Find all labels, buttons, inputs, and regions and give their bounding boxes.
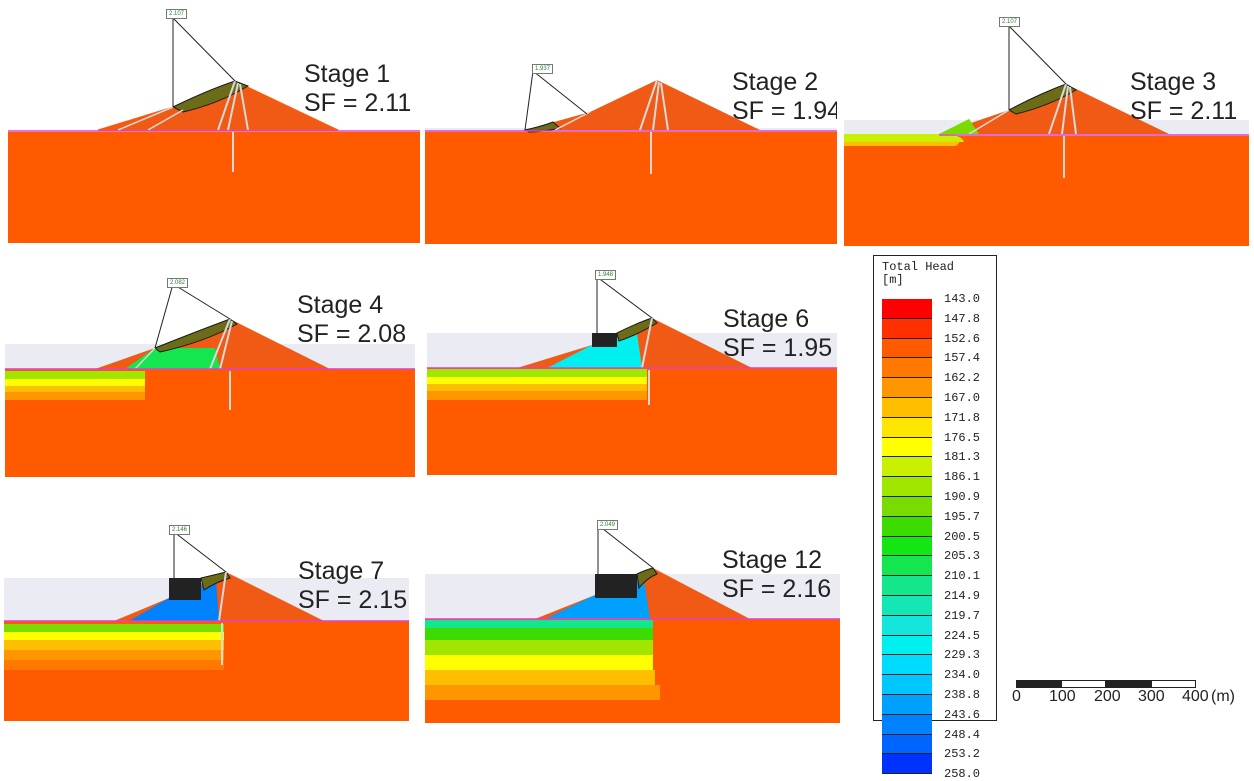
legend-value: 243.6 (944, 707, 981, 722)
legend-swatch (882, 477, 932, 497)
legend-value: 152.6 (944, 331, 981, 346)
legend-value: 229.3 (944, 648, 981, 663)
legend-value: 234.0 (944, 668, 981, 683)
legend-value: 176.5 (944, 430, 981, 445)
legend-value: 205.3 (944, 549, 981, 564)
legend-swatch (882, 675, 932, 695)
legend-swatch (882, 734, 932, 755)
legend-title: Total Head (882, 260, 955, 274)
legend-value: 214.9 (944, 589, 981, 603)
scale-segment (1016, 680, 1061, 688)
legend-swatch (882, 635, 932, 656)
legend-swatch (882, 457, 932, 478)
fs-box: 2.049 (597, 520, 619, 530)
fs-box: 1.937 (532, 64, 554, 74)
legend-value: 219.7 (944, 608, 981, 623)
fs-box: 2.107 (166, 9, 188, 19)
stage-1-section (8, 17, 420, 243)
legend-swatch (882, 655, 932, 676)
scale-bar: 0 100 200 300 400 (m) (1012, 680, 1236, 720)
scale-tick: 300 (1138, 688, 1165, 705)
legend-swatch (882, 615, 932, 636)
legend-value: 171.8 (944, 410, 981, 425)
legend-value: 143.0 (944, 292, 981, 306)
stage-2-panel: 1.937 Stage 2 SF = 1.94 (425, 56, 837, 244)
legend-swatch (882, 299, 932, 319)
stage-label: Stage 6 (723, 305, 810, 333)
fs-box: 1.948 (595, 270, 617, 280)
legend-value: 190.9 (944, 490, 981, 504)
scale-segment (1061, 680, 1106, 688)
stage-label: Stage 4 (297, 291, 384, 319)
legend-value: 167.0 (944, 391, 981, 405)
sf-label: SF = 2.11 (304, 89, 412, 117)
legend-swatch (882, 536, 932, 557)
stage-1-panel: 2.107 Stage 1 SF = 2.11 (8, 0, 420, 243)
legend-value: 186.1 (944, 470, 981, 485)
stage-7-panel: 2.146 Stage 7 SF = 2.15 (4, 520, 409, 721)
scale-unit: (m) (1211, 688, 1235, 705)
sf-label: SF = 2.15 (298, 586, 408, 614)
legend-value: 224.5 (944, 628, 981, 643)
scale-segment (1106, 680, 1151, 688)
legend-swatch (882, 714, 932, 735)
legend-swatch (882, 437, 932, 458)
legend-value: 195.7 (944, 509, 981, 524)
stage-label: Stage 3 (1130, 68, 1217, 96)
scale-tick: 400 (1182, 688, 1209, 705)
stage-label: Stage 7 (298, 557, 385, 585)
legend-value: 147.8 (944, 311, 981, 326)
scale-tick: 200 (1094, 688, 1121, 705)
legend-swatch (882, 556, 932, 577)
scale-tick: 0 (1012, 688, 1021, 705)
fs-box: 2.107 (999, 17, 1021, 27)
sf-label: SF = 2.16 (722, 575, 832, 603)
legend-value: 253.2 (944, 747, 981, 762)
stage-7-section (4, 531, 409, 721)
stage-12-section (425, 524, 840, 723)
legend-value: 181.3 (944, 450, 981, 465)
legend-swatch (882, 695, 932, 715)
legend-swatch (882, 576, 932, 596)
legend-value: 162.2 (944, 371, 981, 386)
legend-swatch (882, 318, 932, 339)
legend-swatch (882, 596, 932, 616)
scale-tick: 100 (1049, 688, 1076, 705)
fs-box: 2.146 (169, 525, 191, 535)
stage-6-section (427, 276, 837, 475)
stage-label: Stage 2 (732, 68, 819, 96)
sf-label: SF = 2.11 (1130, 97, 1238, 125)
legend-value: 210.1 (944, 569, 981, 584)
legend-swatch (882, 497, 932, 517)
legend-value: 238.8 (944, 688, 981, 702)
legend-unit: [m] (882, 273, 904, 287)
legend-value: 248.4 (944, 727, 981, 742)
stage-4-section (5, 283, 415, 477)
sf-label: SF = 1.94 (732, 97, 837, 125)
stage-12-panel: 2.049 Stage 12 SF = 2.16 (425, 510, 840, 723)
legend-value: 200.5 (944, 529, 981, 544)
stage-2-section (425, 70, 837, 244)
stage-4-panel: 2.082 Stage 4 SF = 2.08 (5, 272, 415, 477)
fs-box: 2.082 (167, 278, 189, 288)
legend-swatch (882, 338, 932, 359)
stage-label: Stage 1 (304, 60, 391, 88)
sf-label: SF = 1.95 (723, 334, 833, 362)
legend-swatch (882, 358, 932, 379)
stage-6-panel: 1.948 Stage 6 SF = 1.95 (427, 265, 837, 475)
legend-swatch (882, 754, 932, 775)
stage-label: Stage 12 (722, 546, 823, 574)
legend-swatch (882, 398, 932, 418)
total-head-legend: Total Head [m] 143.0 147.8 152.6 157.4 162.2… (873, 255, 997, 780)
sf-label: SF = 2.08 (297, 320, 407, 348)
legend-value: 157.4 (944, 351, 981, 366)
scale-segment (1151, 680, 1196, 688)
legend-swatch (882, 378, 932, 398)
stage-3-section (844, 25, 1249, 246)
legend-value: 258.0 (944, 767, 981, 781)
stage-3-panel: 2.107 Stage 3 SF = 2.11 (844, 14, 1249, 246)
legend-swatch (882, 516, 932, 537)
legend-swatch (882, 417, 932, 438)
